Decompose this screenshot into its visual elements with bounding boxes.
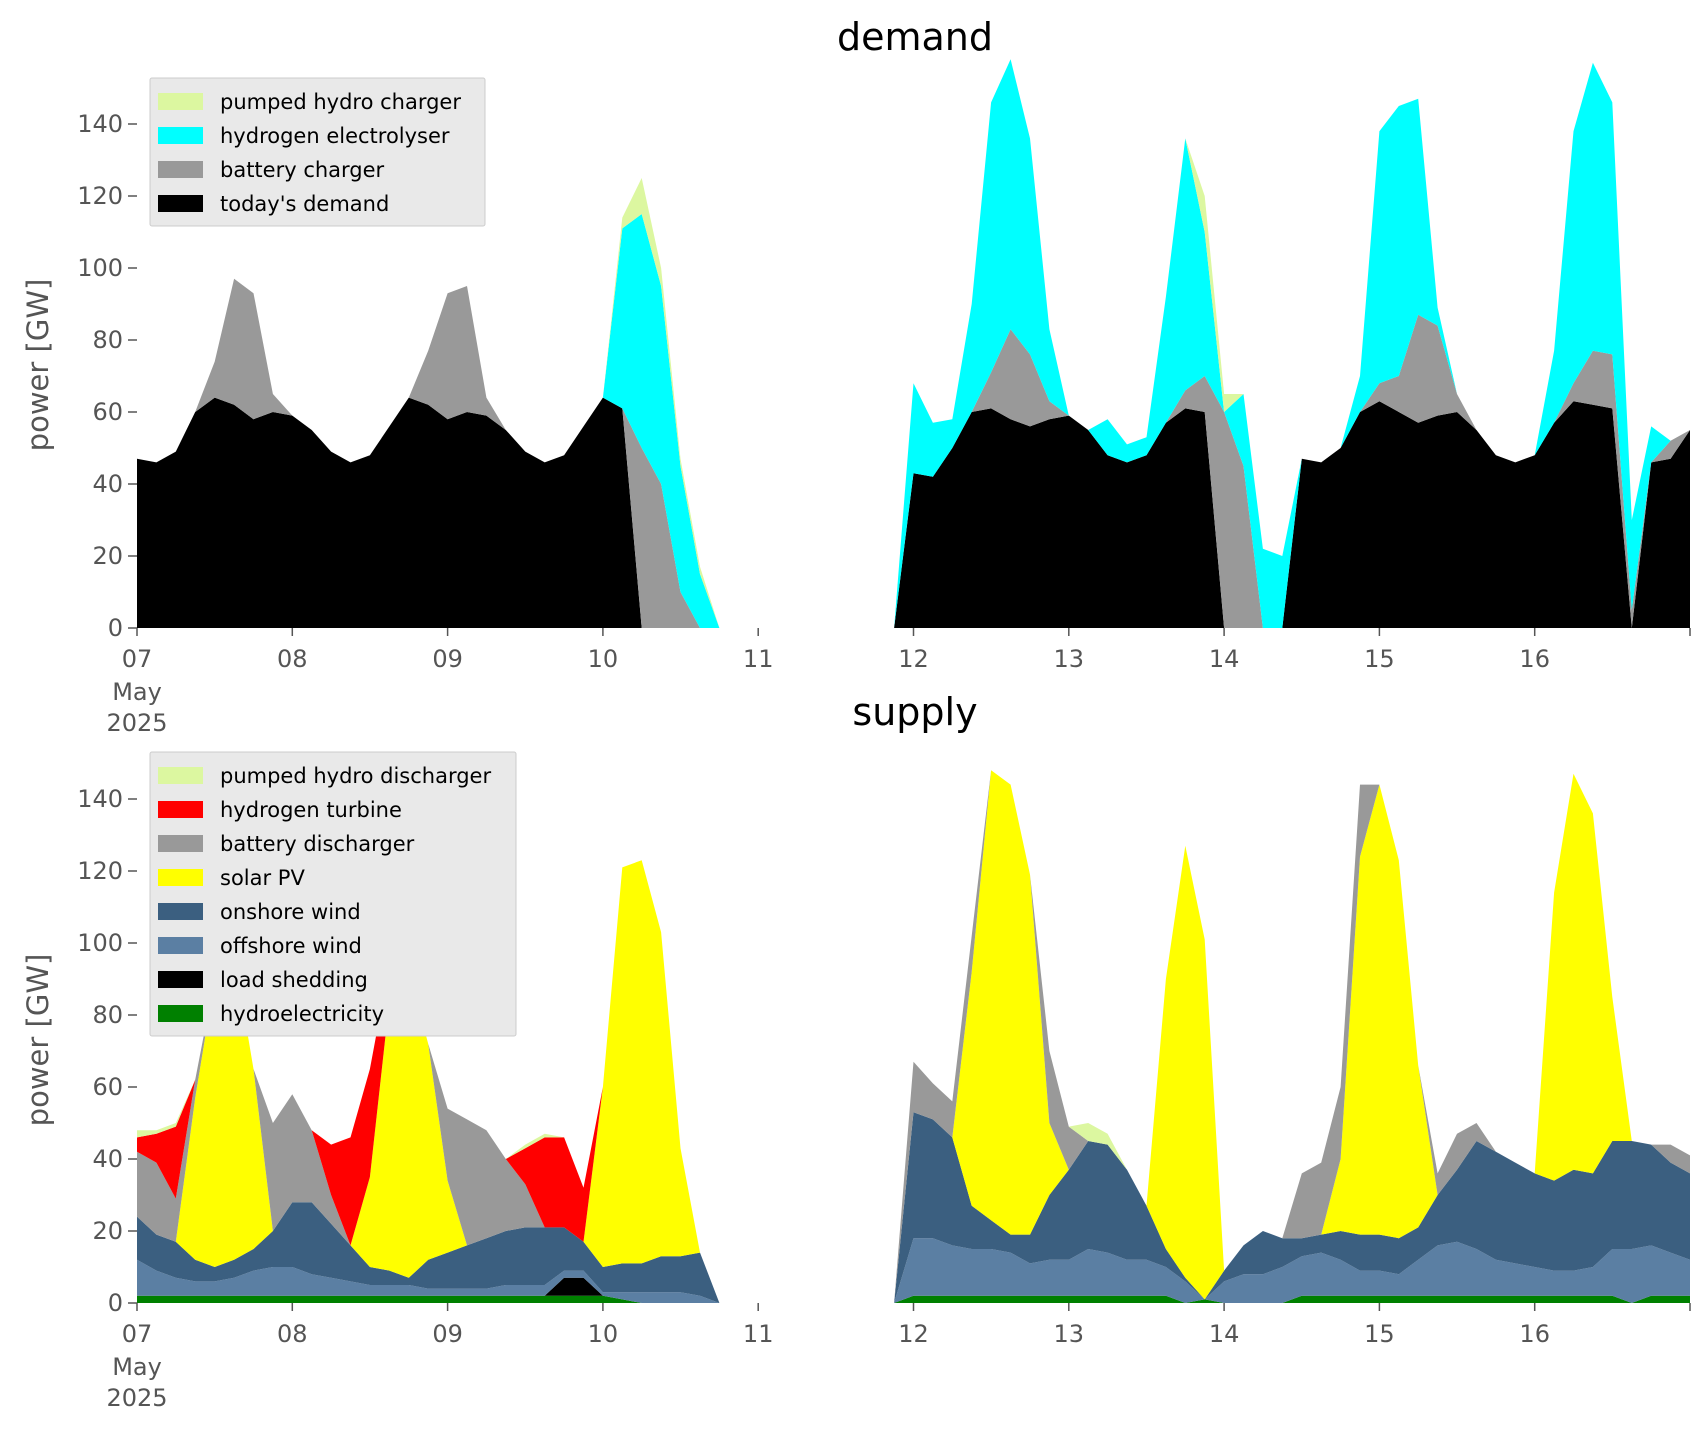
area-hydrogen-electrolyser — [137, 59, 1690, 628]
area-today-s-demand — [137, 397, 1690, 628]
x-sub-label-may: May — [112, 1353, 162, 1381]
y-tick-label-80: 80 — [92, 326, 123, 354]
legend-swatch-hydroelectricity — [158, 1005, 203, 1022]
x-tick-label-12: 12 — [898, 1320, 929, 1348]
y-tick-label-120: 120 — [77, 182, 123, 210]
legend-label-pumped-hydro-charger: pumped hydro charger — [220, 90, 461, 114]
y-tick-label-100: 100 — [77, 254, 123, 282]
area-offshore-wind — [137, 1238, 1690, 1303]
x-tick-label-10: 10 — [588, 1320, 619, 1348]
x-tick-label-16: 16 — [1519, 645, 1550, 673]
legend-swatch-offshore-wind — [158, 937, 203, 954]
y-tick-label-60: 60 — [92, 398, 123, 426]
legend-label-battery-discharger: battery discharger — [220, 832, 415, 856]
demand-legend: pumped hydro charger hydrogen electrolyse… — [149, 77, 486, 227]
legend-box — [149, 751, 517, 1037]
demand-axes: 0 20 40 60 80 100 120 140 07 08 09 10 11 12 13 14 15 16 Ma… — [77, 110, 1691, 737]
x-tick-label-08: 08 — [277, 645, 308, 673]
x-tick-label-10: 10 — [588, 645, 619, 673]
legend-swatch-pumped-hydro-discharger — [158, 767, 203, 784]
y-tick-label-0: 0 — [108, 614, 123, 642]
y-tick-label-140: 140 — [77, 110, 123, 138]
legend-label-load-shedding: load shedding — [220, 968, 368, 992]
legend-label-pumped-hydro-discharger: pumped hydro discharger — [220, 764, 491, 788]
x-tick-label-11: 11 — [743, 1320, 774, 1348]
supply-panel: supply power [GW] 0 20 40 60 80 100 120 140 07 08… — [21, 690, 1691, 1412]
area-onshore-wind — [137, 1112, 1690, 1303]
supply-y-axis-label: power [GW] — [21, 954, 55, 1127]
x-tick-label-13: 13 — [1054, 645, 1085, 673]
y-tick-label-40: 40 — [92, 1145, 123, 1173]
y-tick-label-20: 20 — [92, 542, 123, 570]
legend-label-battery-charger: battery charger — [220, 158, 385, 182]
legend-swatch-load-shedding — [158, 971, 203, 988]
legend-swatch-battery-charger — [158, 161, 203, 178]
x-tick-label-14: 14 — [1209, 645, 1240, 673]
x-sub-label-may: May — [112, 678, 162, 706]
legend-swatch-pumped-hydro-charger — [158, 93, 203, 110]
legend-swatch-hydrogen-turbine — [158, 801, 203, 818]
y-tick-label-140: 140 — [77, 785, 123, 813]
legend-label-onshore-wind: onshore wind — [220, 900, 361, 924]
x-sub-label-2025: 2025 — [106, 1384, 167, 1412]
x-sub-label-2025: 2025 — [106, 709, 167, 737]
x-tick-label-12: 12 — [898, 645, 929, 673]
legend-label-solar-pv: solar PV — [220, 866, 305, 890]
y-tick-label-20: 20 — [92, 1217, 123, 1245]
legend-swatch-solar-pv — [158, 869, 203, 886]
supply-axes: 0 20 40 60 80 100 120 140 07 08 09 10 11 12 13 14 15 16 Ma… — [77, 785, 1691, 1412]
demand-area-stack — [137, 59, 1690, 628]
legend-label-today-s-demand: today's demand — [220, 192, 389, 216]
supply-area-stack — [137, 770, 1690, 1303]
y-tick-label-80: 80 — [92, 1001, 123, 1029]
demand-panel: demand power [GW] 0 20 40 60 80 100 120 140 07 08… — [21, 15, 1691, 737]
demand-title: demand — [837, 15, 993, 59]
x-tick-label-07: 07 — [122, 1320, 153, 1348]
legend-label-offshore-wind: offshore wind — [220, 934, 362, 958]
x-tick-label-11: 11 — [743, 645, 774, 673]
legend-swatch-today-s-demand — [158, 195, 203, 212]
x-tick-label-08: 08 — [277, 1320, 308, 1348]
x-tick-label-16: 16 — [1519, 1320, 1550, 1348]
legend-box — [149, 77, 486, 227]
x-tick-label-07: 07 — [122, 645, 153, 673]
x-tick-label-15: 15 — [1364, 1320, 1395, 1348]
legend-swatch-battery-discharger — [158, 835, 203, 852]
y-tick-label-60: 60 — [92, 1073, 123, 1101]
y-tick-label-0: 0 — [108, 1289, 123, 1317]
legend-swatch-onshore-wind — [158, 903, 203, 920]
y-tick-label-40: 40 — [92, 470, 123, 498]
legend-label-hydrogen-electrolyser: hydrogen electrolyser — [220, 124, 450, 148]
area-hydroelectricity — [137, 1295, 1690, 1303]
y-tick-label-120: 120 — [77, 857, 123, 885]
demand-y-axis-label: power [GW] — [21, 279, 55, 452]
area-hydrogen-turbine — [137, 770, 1690, 1303]
legend-swatch-hydrogen-electrolyser — [158, 127, 203, 144]
legend-label-hydroelectricity: hydroelectricity — [220, 1002, 384, 1026]
x-tick-label-13: 13 — [1054, 1320, 1085, 1348]
x-tick-label-09: 09 — [432, 645, 463, 673]
area-solar-pv — [137, 770, 1690, 1303]
x-tick-label-09: 09 — [432, 1320, 463, 1348]
supply-legend: pumped hydro discharger hydrogen turbine b… — [149, 751, 517, 1037]
x-tick-label-14: 14 — [1209, 1320, 1240, 1348]
supply-title: supply — [852, 690, 977, 734]
y-tick-label-100: 100 — [77, 929, 123, 957]
x-tick-label-15: 15 — [1364, 645, 1395, 673]
legend-label-hydrogen-turbine: hydrogen turbine — [220, 798, 402, 822]
